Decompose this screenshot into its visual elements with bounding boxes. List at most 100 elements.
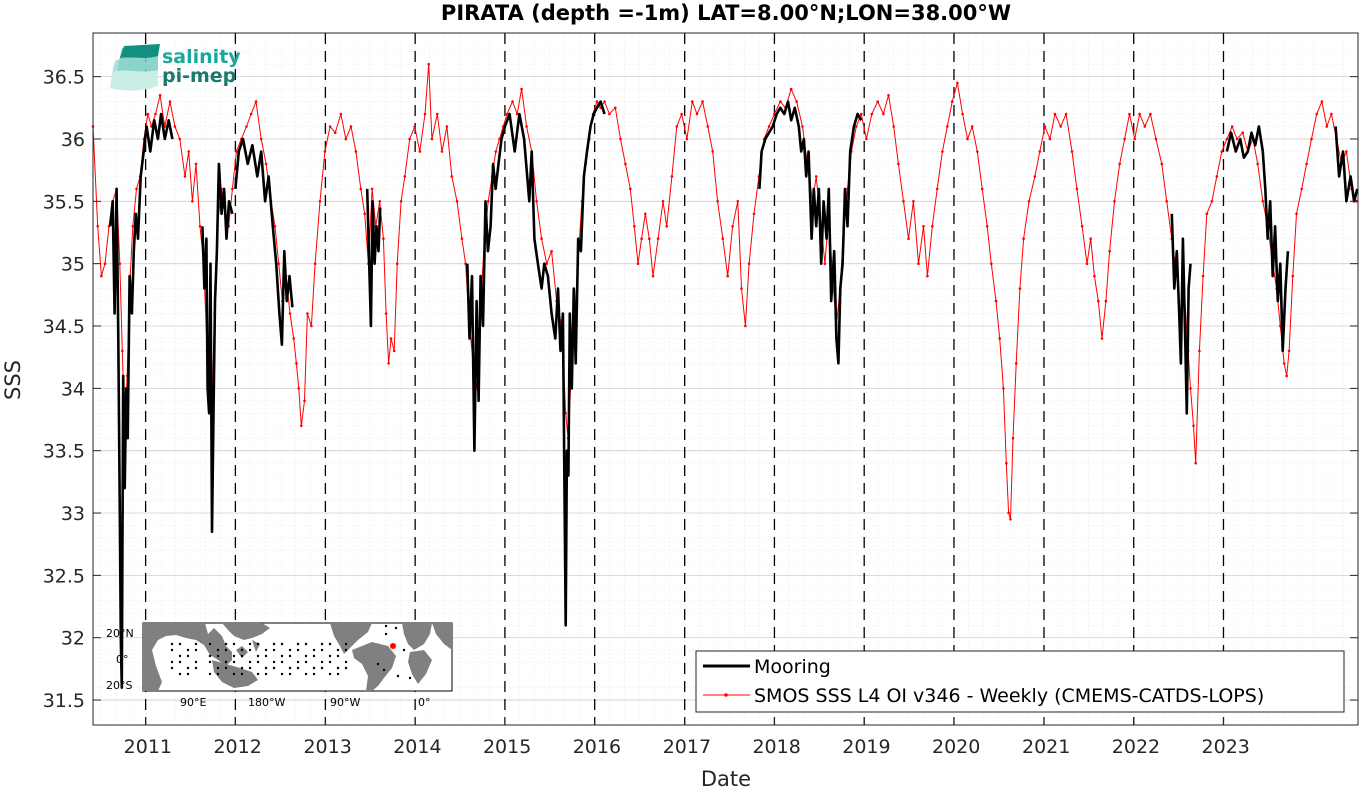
array-dot (232, 642, 236, 646)
smos-point (633, 225, 636, 228)
array-dot (186, 672, 190, 676)
smos-point (926, 274, 929, 278)
smos-point (941, 150, 944, 153)
array-dot (336, 672, 340, 676)
y-tick-label: 32 (61, 628, 85, 650)
smos-point (1009, 518, 1012, 521)
smos-point (795, 100, 798, 103)
mooring-series-segment (758, 100, 863, 365)
array-dot (194, 666, 198, 670)
y-tick-label: 34.5 (43, 316, 85, 338)
smos-point (1201, 274, 1205, 278)
array-dot (328, 672, 332, 676)
smos-point (540, 237, 543, 240)
array-dot (264, 654, 268, 658)
smos-point (1059, 125, 1062, 128)
smos-point (961, 112, 964, 116)
smos-point (450, 175, 454, 178)
array-dot (384, 624, 388, 628)
smos-point (187, 150, 190, 153)
smos-point (640, 237, 643, 240)
smos-point (876, 100, 879, 103)
smos-point (680, 112, 683, 116)
array-dot (256, 672, 260, 676)
smos-point (1133, 137, 1136, 141)
smos-point (1194, 461, 1197, 465)
smos-point (1160, 162, 1164, 166)
array-dot (288, 654, 292, 658)
smos-point (814, 175, 818, 178)
smos-point (711, 150, 714, 153)
smos-point (1192, 424, 1195, 428)
smos-point (303, 399, 306, 403)
smos-point (382, 237, 385, 240)
array-dot (178, 642, 182, 646)
smos-point (1241, 131, 1244, 134)
smos-point (259, 137, 263, 141)
legend-box (695, 650, 1345, 713)
array-dot (224, 648, 228, 652)
smos-point (701, 100, 704, 103)
inset-lon-label-180w: 180°W (248, 696, 285, 709)
smos-point (1075, 187, 1079, 191)
array-dot (178, 672, 182, 676)
smos-point (1295, 212, 1298, 216)
smos-point (1345, 150, 1348, 153)
x-tick-label: 2018 (752, 736, 800, 758)
smos-point (1189, 387, 1192, 390)
array-dot (170, 666, 174, 670)
inset-map: 20°N 0° 20°S 90°E 180°W 90°W 0° (106, 622, 453, 709)
smos-point (1097, 299, 1100, 303)
smos-point (363, 212, 367, 216)
smos-point (747, 262, 751, 266)
smos-point (990, 262, 993, 266)
smos-point (131, 225, 135, 228)
array-dot (186, 648, 190, 652)
smos-point (295, 362, 298, 365)
array-dot (296, 642, 300, 646)
array-dot (288, 648, 292, 652)
smos-point (384, 312, 388, 315)
array-dot (272, 642, 276, 646)
x-tick-label: 2022 (1112, 736, 1160, 758)
mooring-location-marker (390, 643, 396, 649)
inset-lat-label-20s: 20°S (106, 679, 132, 692)
smos-point (855, 125, 858, 128)
smos-point (370, 187, 374, 191)
smos-point (931, 225, 934, 228)
array-dot (208, 654, 212, 658)
array-dot (194, 660, 198, 664)
smos-point (103, 262, 107, 266)
smos-point (249, 112, 253, 116)
inset-lon-label-90e: 90°E (180, 696, 206, 709)
smos-point (1149, 112, 1152, 116)
smos-point (614, 106, 617, 110)
array-dot (224, 642, 228, 646)
smos-point (1225, 137, 1229, 141)
smos-point (706, 125, 710, 128)
smos-point (870, 112, 874, 116)
array-dot (232, 660, 236, 664)
y-tick-label: 34 (61, 378, 85, 400)
smos-point (310, 324, 313, 328)
smos-point (1123, 137, 1126, 141)
inset-lat-label-0: 0° (116, 653, 129, 666)
smos-point (656, 237, 660, 240)
logo-line-2: pi-mep (162, 65, 236, 87)
array-dot (320, 648, 324, 652)
smos-point (902, 200, 905, 203)
smos-point (194, 162, 198, 166)
smos-point (1064, 112, 1068, 116)
array-dot (248, 666, 252, 670)
array-dot (208, 672, 212, 676)
array-dot (320, 642, 324, 646)
smos-point (970, 125, 974, 128)
smos-point (1165, 200, 1168, 203)
smos-point (100, 274, 103, 278)
smos-point (1230, 125, 1234, 128)
array-dot (336, 648, 340, 652)
array-dot (256, 660, 260, 664)
smos-point (1256, 162, 1259, 166)
smos-point (1320, 100, 1324, 103)
array-dot (384, 632, 388, 636)
